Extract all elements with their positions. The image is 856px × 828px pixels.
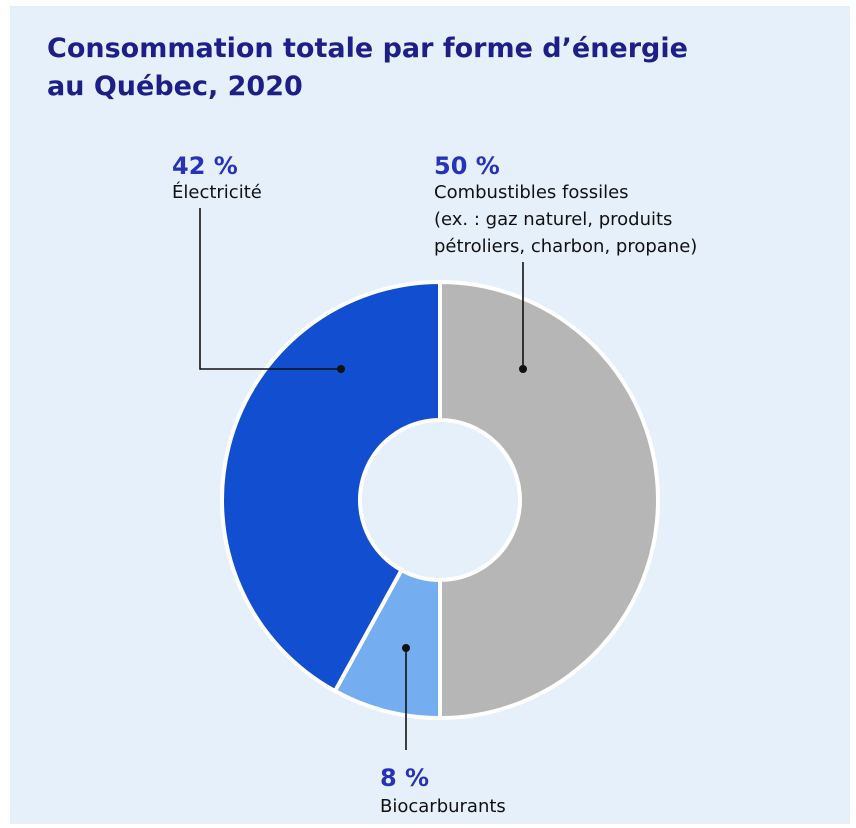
leader-lines [199, 208, 527, 750]
donut-slice-electricite [220, 280, 442, 694]
slice-detail-combustibles-fossiles-1: (ex. : gaz naturel, produits [434, 209, 672, 230]
leader-electricite-line [199, 208, 341, 370]
slice-label-combustibles-fossiles: Combustibles fossiles [434, 182, 629, 203]
slice-detail-combustibles-fossiles-2: pétroliers, charbon, propane) [434, 236, 697, 257]
leader-biocarburants-dot [402, 644, 410, 652]
donut-slices [220, 280, 660, 720]
leader-combustibles-fossiles-dot [519, 365, 527, 373]
leader-electricite-dot [337, 365, 345, 373]
chart-title-line-2: au Québec, 2020 [47, 71, 303, 102]
slice-label-biocarburants: Biocarburants [380, 796, 506, 817]
slice-value-combustibles-fossiles: 50 % [434, 152, 500, 180]
donut-slice-combustibles-fossiles [438, 280, 660, 720]
slice-value-biocarburants: 8 % [380, 764, 429, 792]
chart-title-line-1: Consommation totale par forme d’énergie [47, 33, 688, 64]
slice-value-electricite: 42 % [172, 152, 238, 180]
chart-title: Consommation totale par forme d’énergie … [47, 30, 688, 106]
slice-label-electricite: Électricité [172, 181, 262, 203]
